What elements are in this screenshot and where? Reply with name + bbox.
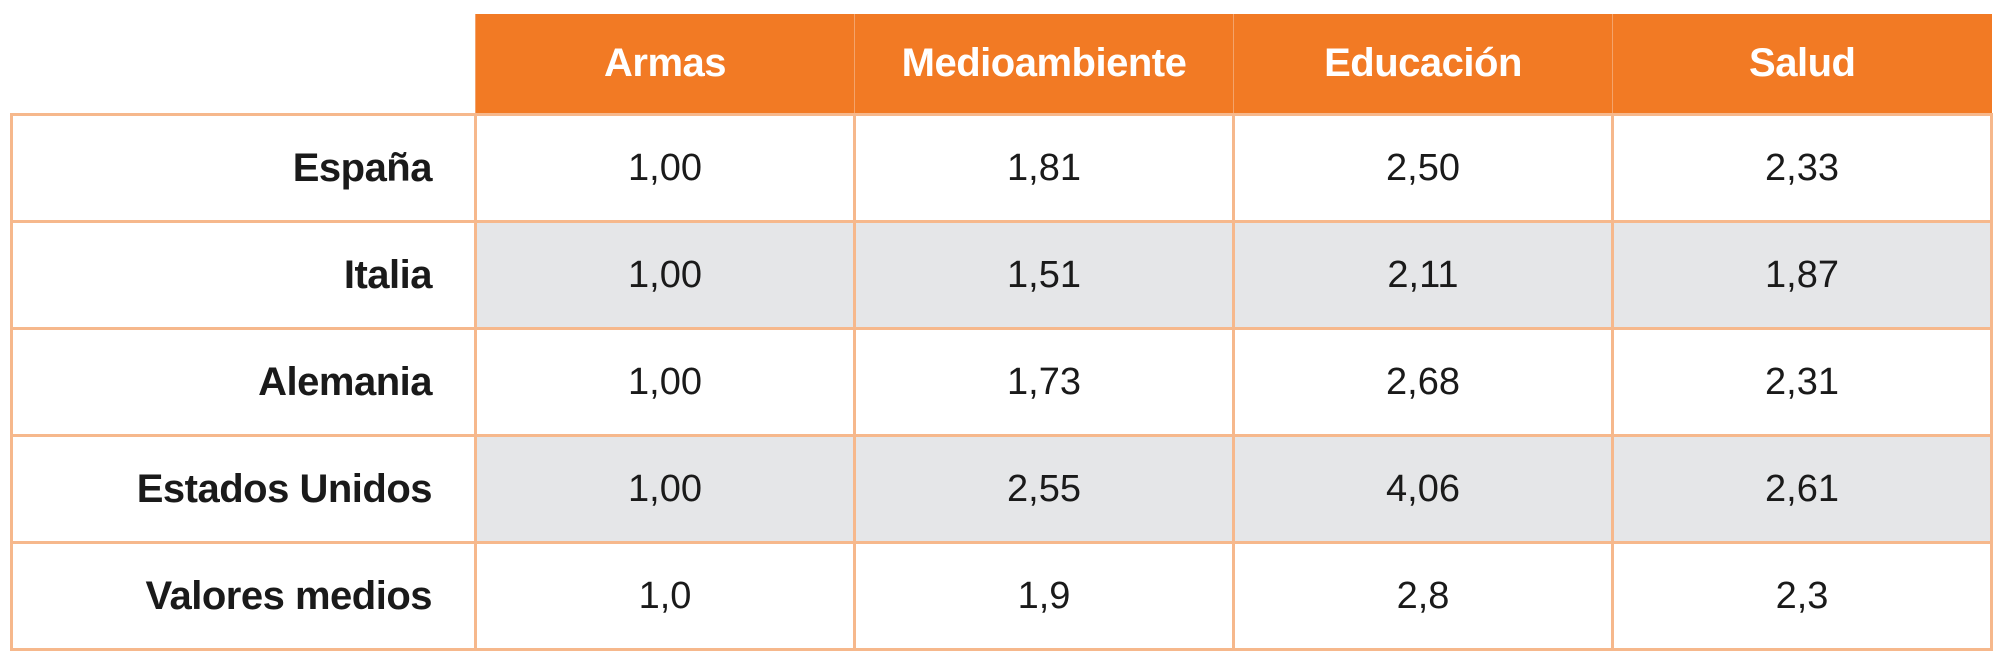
data-table: Armas Medioambiente Educación Salud Espa…	[10, 14, 1993, 651]
column-header-educacion: Educación	[1233, 14, 1613, 115]
table-row-estados-unidos: Estados Unidos 1,00 2,55 4,06 2,61	[10, 434, 1993, 544]
table-cell: 1,9	[853, 541, 1235, 651]
table-row-valores-medios: Valores medios 1,0 1,9 2,8 2,3	[10, 541, 1993, 651]
table-cell: 2,11	[1232, 220, 1614, 330]
table-cell: 2,55	[853, 434, 1235, 544]
data-table-container: Armas Medioambiente Educación Salud Espa…	[10, 14, 1993, 651]
table-cell: 2,3	[1611, 541, 1993, 651]
column-header-armas: Armas	[475, 14, 855, 115]
column-header-salud: Salud	[1612, 14, 1992, 115]
table-cell: 2,50	[1232, 113, 1614, 223]
table-cell: 1,00	[474, 434, 856, 544]
table-cell: 2,8	[1232, 541, 1614, 651]
table-cell: 2,68	[1232, 327, 1614, 437]
table-cell: 2,61	[1611, 434, 1993, 544]
row-label: Estados Unidos	[10, 434, 477, 544]
table-cell: 1,00	[474, 113, 856, 223]
row-label: Alemania	[10, 327, 477, 437]
table-cell: 4,06	[1232, 434, 1614, 544]
table-cell: 1,00	[474, 327, 856, 437]
table-row-alemania: Alemania 1,00 1,73 2,68 2,31	[10, 327, 1993, 437]
table-cell: 1,51	[853, 220, 1235, 330]
table-row-italia: Italia 1,00 1,51 2,11 1,87	[10, 220, 1993, 330]
row-label: España	[10, 113, 477, 223]
table-cell: 1,00	[474, 220, 856, 330]
row-label: Valores medios	[10, 541, 477, 651]
table-cell: 2,31	[1611, 327, 1993, 437]
table-row-espana: España 1,00 1,81 2,50 2,33	[10, 113, 1993, 223]
row-label: Italia	[10, 220, 477, 330]
table-header-row: Armas Medioambiente Educación Salud	[11, 14, 1992, 115]
table-cell: 1,73	[853, 327, 1235, 437]
table-cell: 1,81	[853, 113, 1235, 223]
table-cell: 1,0	[474, 541, 856, 651]
table-cell: 1,87	[1611, 220, 1993, 330]
column-header-medioambiente: Medioambiente	[854, 14, 1234, 115]
table-corner-cell	[11, 14, 476, 115]
table-cell: 2,33	[1611, 113, 1993, 223]
